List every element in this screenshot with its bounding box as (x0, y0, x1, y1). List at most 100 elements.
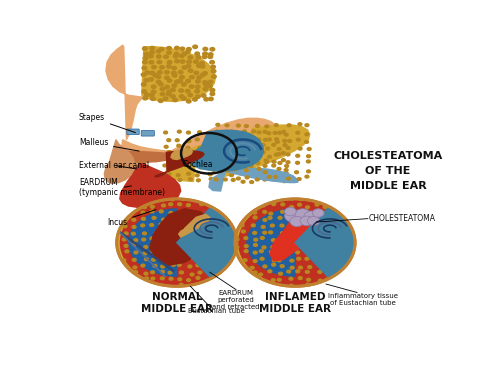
Circle shape (216, 229, 220, 232)
Circle shape (244, 125, 248, 128)
Circle shape (312, 209, 324, 217)
Circle shape (308, 252, 312, 255)
Circle shape (180, 60, 185, 63)
Circle shape (274, 138, 278, 141)
Circle shape (353, 271, 356, 273)
Circle shape (208, 239, 212, 242)
Circle shape (190, 245, 194, 247)
Circle shape (278, 216, 282, 219)
Circle shape (210, 166, 214, 169)
Circle shape (122, 212, 126, 214)
Circle shape (242, 230, 246, 233)
Circle shape (352, 251, 356, 254)
Circle shape (160, 265, 164, 268)
Circle shape (178, 151, 182, 154)
Circle shape (278, 279, 281, 281)
Circle shape (252, 224, 256, 227)
Circle shape (212, 161, 216, 163)
Circle shape (290, 266, 294, 269)
Circle shape (269, 212, 272, 215)
Circle shape (263, 219, 267, 221)
Circle shape (116, 219, 119, 222)
Circle shape (142, 217, 146, 220)
Circle shape (268, 138, 272, 141)
Circle shape (124, 197, 128, 200)
Circle shape (205, 253, 209, 255)
Circle shape (278, 259, 281, 262)
Circle shape (152, 258, 156, 261)
Circle shape (283, 144, 287, 146)
Circle shape (336, 243, 340, 246)
Circle shape (287, 243, 290, 246)
Circle shape (162, 251, 166, 254)
Polygon shape (214, 125, 310, 179)
Circle shape (160, 87, 165, 91)
Circle shape (249, 159, 253, 162)
Circle shape (263, 130, 267, 133)
Circle shape (206, 257, 210, 260)
Circle shape (142, 83, 146, 86)
Circle shape (273, 131, 277, 134)
Circle shape (271, 178, 274, 181)
Circle shape (150, 205, 154, 208)
Circle shape (236, 124, 240, 127)
Circle shape (212, 168, 216, 171)
Circle shape (286, 146, 290, 149)
Circle shape (170, 198, 174, 201)
Circle shape (182, 223, 186, 226)
Polygon shape (188, 130, 263, 171)
Circle shape (324, 243, 328, 246)
Circle shape (186, 279, 190, 281)
Circle shape (240, 210, 244, 213)
Circle shape (209, 218, 212, 221)
Circle shape (233, 199, 237, 202)
Circle shape (314, 253, 318, 256)
Circle shape (150, 210, 154, 213)
Text: NORMAL
MIDDLE EAR: NORMAL MIDDLE EAR (141, 292, 213, 314)
Circle shape (205, 199, 209, 202)
Circle shape (242, 155, 246, 158)
Circle shape (167, 61, 172, 64)
Circle shape (235, 246, 239, 249)
Circle shape (355, 204, 358, 207)
Circle shape (209, 178, 213, 180)
Circle shape (178, 70, 183, 74)
Circle shape (333, 273, 337, 276)
Circle shape (195, 90, 200, 93)
Circle shape (174, 55, 178, 58)
Circle shape (232, 131, 236, 134)
Circle shape (234, 277, 237, 280)
Circle shape (142, 199, 146, 202)
Circle shape (203, 87, 207, 91)
Circle shape (196, 264, 200, 267)
Circle shape (149, 78, 154, 81)
Text: EARDRUM
(tympanic membrane): EARDRUM (tympanic membrane) (79, 178, 165, 197)
Circle shape (318, 279, 322, 282)
Circle shape (298, 198, 302, 201)
Circle shape (160, 270, 164, 273)
Circle shape (216, 197, 220, 200)
Circle shape (164, 55, 168, 59)
Circle shape (178, 203, 182, 206)
Circle shape (169, 212, 173, 214)
Circle shape (354, 232, 358, 235)
Circle shape (182, 83, 186, 86)
Circle shape (143, 252, 146, 255)
Circle shape (261, 173, 264, 176)
Circle shape (267, 132, 270, 135)
Circle shape (252, 130, 256, 133)
Circle shape (355, 258, 359, 261)
Circle shape (132, 219, 136, 221)
Circle shape (170, 95, 175, 98)
Circle shape (208, 223, 212, 226)
Text: CHOLESTEATOMA: CHOLESTEATOMA (368, 214, 436, 223)
Circle shape (309, 212, 312, 215)
Circle shape (211, 70, 216, 73)
Circle shape (264, 159, 268, 162)
Circle shape (261, 204, 265, 207)
Circle shape (163, 231, 167, 234)
Circle shape (166, 65, 171, 68)
Circle shape (243, 259, 247, 261)
Circle shape (343, 198, 347, 201)
Circle shape (189, 257, 193, 259)
